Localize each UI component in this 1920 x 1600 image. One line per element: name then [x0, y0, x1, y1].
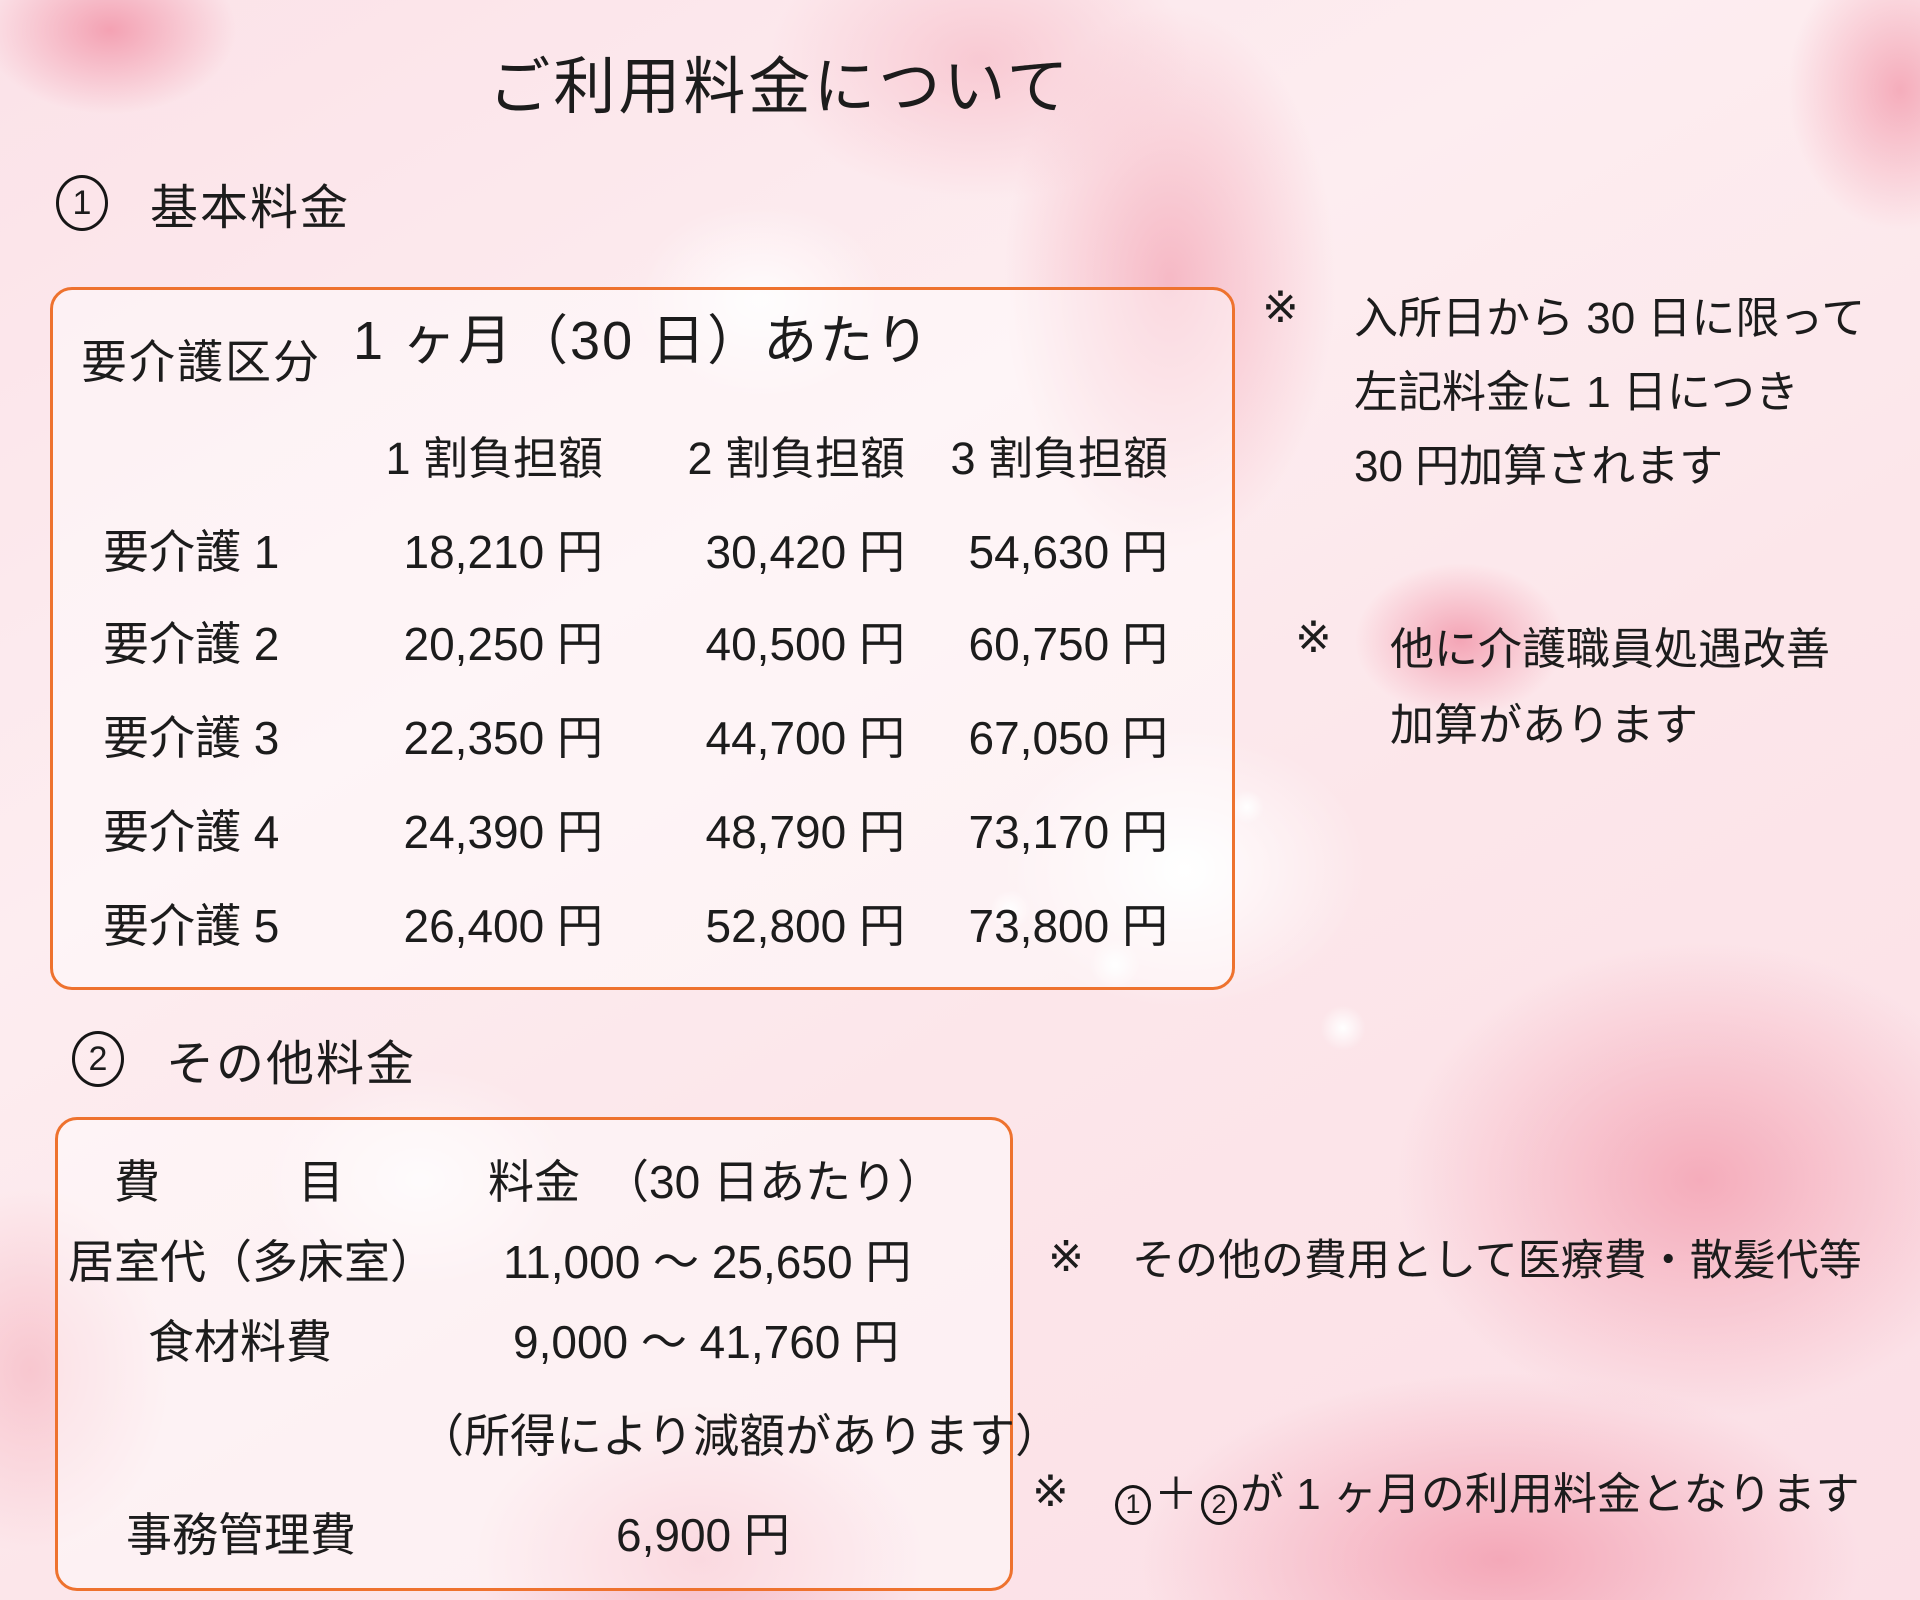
- care-level-label: 要介護 3: [103, 712, 280, 764]
- care-level-column-label: 要介護区分: [81, 336, 321, 388]
- note-other-expenses: ※ その他の費用として医療費・散髪代等: [1048, 1226, 1862, 1288]
- fee-cell-20pct: 52,800 円: [705, 900, 905, 952]
- sparkle-glow: [1090, 940, 1140, 990]
- care-level-row: 要介護 5 26,400 円 52,800 円 73,800 円: [53, 890, 1232, 956]
- fee-cell-20pct: 44,700 円: [705, 712, 905, 764]
- plus-sign: ＋: [1154, 1470, 1198, 1519]
- note-admission-surcharge: ※ 入所日から 30 日に限って 左記料金に 1 日につき 30 円加算されます: [1262, 282, 1865, 504]
- col-header-burden-10pct: 1 割負担額: [385, 433, 603, 484]
- note-line: 30 円加算されます: [1354, 442, 1724, 491]
- col-header-burden-20pct: 2 割負担額: [687, 433, 905, 484]
- room-fee-value: 11,000 ～ 25,650 円: [503, 1236, 912, 1288]
- care-level-row: 要介護 1 18,210 円 30,420 円 54,630 円: [53, 516, 1232, 582]
- care-level-row: 要介護 4 24,390 円 48,790 円 73,170 円: [53, 796, 1232, 862]
- sparkle-glow: [990, 890, 1030, 930]
- section1-heading-label: 基本料金: [150, 182, 351, 235]
- care-level-label: 要介護 5: [103, 900, 280, 952]
- per-month-label: 1 ヶ月（30 日）あたり: [353, 311, 932, 371]
- food-fee-label: 食材料費: [148, 1316, 332, 1368]
- circled-number-2-icon: 2: [1201, 1484, 1237, 1525]
- other-fee-table: 費 目 料金 （30 日あたり） 居室代（多床室） 11,000 ～ 25,65…: [55, 1117, 1061, 1591]
- reference-mark: ※: [1295, 613, 1332, 662]
- spacer-cell: [53, 422, 323, 487]
- fee-cell-30pct: 73,800 円: [968, 900, 1168, 952]
- fee-cell-10pct: 18,210 円: [403, 526, 603, 578]
- fee-cell-30pct: 60,750 円: [968, 618, 1168, 670]
- care-level-label: 要介護 1: [103, 526, 280, 578]
- food-fee-value: 9,000 ～ 41,760 円: [513, 1316, 900, 1368]
- admin-fee-value: 6,900 円: [616, 1509, 790, 1561]
- note-treatment-improvement: ※ 他に介護職員処遇改善 加算があります: [1295, 612, 1830, 764]
- care-level-label: 要介護 2: [103, 618, 280, 670]
- reference-mark: ※: [1048, 1233, 1085, 1281]
- care-level-label: 要介護 4: [103, 806, 280, 858]
- fee-cell-10pct: 22,350 円: [403, 712, 603, 764]
- fee-cell-20pct: 40,500 円: [705, 618, 905, 670]
- admin-fee-label: 事務管理費: [126, 1509, 356, 1561]
- note-text: その他の費用として医療費・散髪代等: [1132, 1237, 1862, 1285]
- section1-heading: 1 基本料金: [56, 168, 350, 238]
- fee-cell-30pct: 54,630 円: [968, 526, 1168, 578]
- section2-heading: 2 その他料金: [72, 1024, 416, 1094]
- basic-fee-table: 要介護区分 1 ヶ月（30 日）あたり 1 割負担額 2 割負担額 3 割負担額…: [50, 287, 1235, 990]
- note-monthly-total: ※ 1 ＋ 2 が 1 ヶ月の利用料金となります: [1032, 1458, 1860, 1525]
- item-column-header: 費 目: [114, 1156, 344, 1208]
- reference-mark: ※: [1032, 1466, 1069, 1516]
- fee-cell-10pct: 26,400 円: [403, 900, 603, 952]
- room-fee-label: 居室代（多床室）: [68, 1236, 436, 1288]
- circled-number-1-icon: 1: [1115, 1484, 1151, 1525]
- fee-cell-10pct: 20,250 円: [403, 618, 603, 670]
- sparkle-glow: [1230, 790, 1264, 824]
- fee-cell-20pct: 30,420 円: [705, 526, 905, 578]
- fee-cell-10pct: 24,390 円: [403, 806, 603, 858]
- col-header-burden-30pct: 3 割負担額: [950, 433, 1168, 484]
- note-text: 1 ＋ 2 が 1 ヶ月の利用料金となります: [1112, 1458, 1860, 1525]
- care-level-row: 要介護 3 22,350 円 44,700 円 67,050 円: [53, 702, 1232, 768]
- fee-cell-20pct: 48,790 円: [705, 806, 905, 858]
- circled-number-1-icon: 1: [56, 175, 108, 231]
- note-line: 加算があります: [1390, 701, 1698, 750]
- note-lines: 入所日から 30 日に限って 左記料金に 1 日につき 30 円加算されます: [1354, 282, 1865, 504]
- fee-column-header: 料金 （30 日あたり）: [488, 1156, 943, 1208]
- page-title: ご利用料金について: [488, 53, 1072, 122]
- note-line: 入所日から 30 日に限って: [1354, 294, 1866, 343]
- income-reduction-note: （所得により減額があります）: [418, 1410, 1062, 1462]
- section2-heading-label: その他料金: [166, 1038, 417, 1091]
- sparkle-glow: [1150, 835, 1220, 905]
- fee-cell-30pct: 67,050 円: [968, 712, 1168, 764]
- note-tail: が 1 ヶ月の利用料金となります: [1240, 1470, 1860, 1519]
- sparkle-glow: [1320, 1005, 1366, 1051]
- circled-number-2-icon: 2: [72, 1031, 124, 1087]
- note-line: 左記料金に 1 日につき: [1354, 368, 1799, 417]
- note-line: 他に介護職員処遇改善: [1390, 625, 1830, 674]
- burden-header-row: 1 割負担額 2 割負担額 3 割負担額: [53, 422, 1232, 487]
- fee-cell-30pct: 73,170 円: [968, 806, 1168, 858]
- care-level-row: 要介護 2 20,250 円 40,500 円 60,750 円: [53, 608, 1232, 674]
- reference-mark: ※: [1262, 283, 1299, 332]
- note-lines: 他に介護職員処遇改善 加算があります: [1390, 612, 1830, 764]
